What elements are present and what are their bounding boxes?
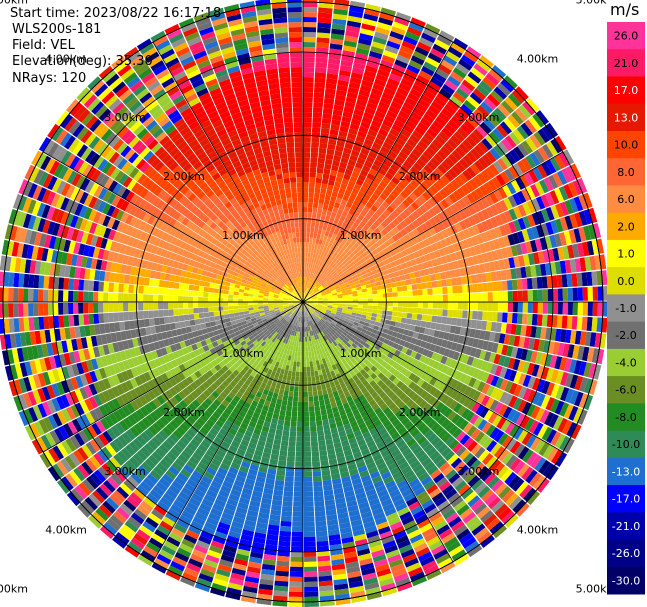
colorbar-swatch	[607, 348, 645, 377]
azimuth-spoke	[302, 151, 563, 303]
colorbar-tick-label: 21.0	[614, 57, 639, 70]
azimuth-spoke	[152, 41, 304, 303]
instrument-label: WLS200s-181	[12, 22, 102, 37]
colorbar-swatch	[607, 267, 645, 295]
range-ring-label: 3.00km	[458, 465, 500, 478]
range-ring-label: 4.00km	[517, 52, 559, 65]
colorbar-swatch	[607, 103, 645, 132]
range-ring-label: 4.00km	[45, 524, 87, 537]
azimuth-spoke	[302, 301, 563, 453]
range-ring-label: 2.00km	[163, 406, 205, 419]
colorbar-tick-label: -6.0	[615, 384, 636, 397]
range-ring-label: 3.00km	[458, 111, 500, 124]
range-ring-label: 5.00km	[576, 583, 607, 596]
range-ring-label: 1.00km	[340, 347, 382, 360]
start-time-label: Start time: 2023/08/22 16:17:18	[10, 6, 222, 21]
colorbar-tick-label: -4.0	[615, 357, 636, 370]
colorbar-unit-label: m/s	[610, 0, 640, 19]
range-ring-label: 4.00km	[517, 524, 559, 537]
colorbar-tick-label: -17.0	[612, 493, 640, 506]
range-ring-label: 2.00km	[399, 170, 441, 183]
azimuth-spoke	[302, 301, 454, 562]
colorbar-swatch	[607, 212, 645, 241]
nrays-label: NRays: 120	[12, 71, 87, 86]
colorbar-swatch	[607, 539, 645, 568]
colorbar-tick-label: 1.0	[617, 248, 635, 261]
colorbar-swatch	[607, 430, 645, 459]
colorbar-tick-label: -10.0	[612, 438, 640, 451]
colorbar-tick-label: 17.0	[614, 84, 639, 97]
colorbar: 26.0 21.0 17.0 13.0 10.0 8.0 6.0 2.0 1.0 0.0 -1.0 -…	[607, 22, 645, 595]
colorbar-swatch	[607, 22, 645, 50]
colorbar-swatch	[607, 376, 645, 404]
colorbar-tick-label: 8.0	[617, 166, 635, 179]
field-label: Field: VEL	[12, 38, 75, 53]
colorbar-tick-label: 26.0	[614, 30, 639, 43]
colorbar-swatch	[607, 512, 645, 540]
range-ring-label: 1.00km	[222, 347, 264, 360]
elevation-label: Elevation(deg): 35.30	[12, 54, 153, 69]
colorbar-tick-label: -2.0	[615, 329, 636, 342]
colorbar-tick-label: -21.0	[612, 520, 640, 533]
colorbar-swatch	[607, 239, 645, 268]
colorbar-tick-label: -26.0	[612, 547, 640, 560]
colorbar-swatch	[607, 158, 645, 186]
range-ring-label: 3.00km	[104, 465, 146, 478]
range-ring-label: 4.00km	[45, 52, 87, 65]
colorbar-tick-label: -8.0	[615, 411, 636, 424]
range-ring-label: 5.00km	[576, 0, 607, 6]
range-ring-label: 3.00km	[104, 111, 146, 124]
colorbar-tick-label: -30.0	[612, 574, 640, 587]
colorbar-swatch	[607, 403, 645, 431]
colorbar-tick-label: -13.0	[612, 465, 640, 478]
azimuth-spoke	[42, 151, 304, 303]
colorbar-swatch	[607, 185, 645, 214]
colorbar-tick-label: -1.0	[615, 302, 636, 315]
range-ring-label: 2.00km	[399, 406, 441, 419]
range-ring-label: 5.00km	[0, 583, 28, 596]
colorbar-tick-label: 10.0	[614, 139, 639, 152]
colorbar-swatch	[607, 294, 645, 323]
colorbar-swatch	[607, 321, 645, 350]
azimuth-spoke	[152, 301, 304, 562]
colorbar-tick-label: 0.0	[617, 275, 635, 288]
colorbar-swatch	[607, 566, 645, 595]
range-ring-label: 1.00km	[222, 229, 264, 242]
range-ring-label: 1.00km	[340, 229, 382, 242]
colorbar-swatch	[607, 131, 645, 159]
range-ring-label: 2.00km	[163, 170, 205, 183]
colorbar-swatch	[607, 485, 645, 513]
range-ring-label: 5.00km	[0, 0, 28, 6]
colorbar-swatch	[607, 49, 645, 77]
colorbar-tick-label: 13.0	[614, 111, 639, 124]
colorbar-tick-label: 2.0	[617, 220, 635, 233]
colorbar-swatch	[607, 457, 645, 486]
colorbar-tick-label: 6.0	[617, 193, 635, 206]
ppi-plot: 1.00km 1.00km 1.00km 1.00km 2.00km 2.00km 2.00…	[0, 0, 607, 607]
azimuth-spoke	[42, 301, 304, 453]
azimuth-spoke	[302, 41, 454, 303]
colorbar-swatch	[607, 76, 645, 105]
radial-gates	[0, 0, 607, 607]
